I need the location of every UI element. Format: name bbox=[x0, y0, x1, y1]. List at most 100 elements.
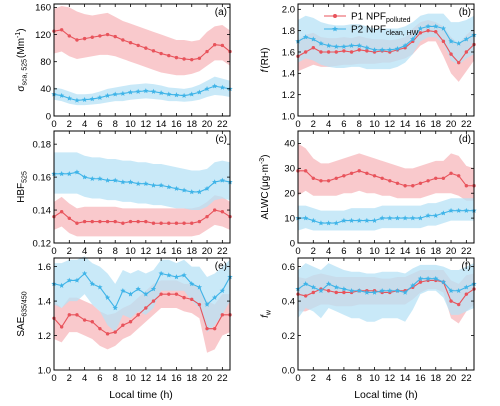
series-2-point bbox=[143, 180, 149, 186]
series-1-point bbox=[197, 56, 202, 61]
y-tick-label: 0.2 bbox=[282, 331, 295, 342]
series-2-point bbox=[166, 272, 172, 278]
x-tick-label: 4 bbox=[82, 119, 87, 130]
panel-f: 0 2 4 6 8 10 12 14 16 18 20 22 0.0 0.2 0.4 0.6 (f) fw bbox=[260, 257, 477, 384]
x-tick-label: 22 bbox=[461, 246, 472, 257]
series-1-point bbox=[98, 34, 102, 38]
series-1-point bbox=[365, 171, 369, 176]
series-1-point bbox=[174, 221, 179, 225]
y-tick-label: 80 bbox=[40, 57, 51, 68]
legend-swatch-marker bbox=[333, 14, 337, 18]
series-2-point bbox=[333, 284, 339, 290]
x-tick-label: 6 bbox=[97, 246, 102, 257]
series-1-point bbox=[167, 53, 171, 58]
series-2-point bbox=[74, 277, 80, 283]
series-2-point bbox=[364, 44, 370, 50]
series-2-point bbox=[448, 287, 454, 293]
series-1-point bbox=[136, 219, 140, 224]
series-2-point bbox=[120, 179, 126, 185]
series-2-point bbox=[394, 287, 401, 293]
series-1-point bbox=[113, 330, 117, 334]
series-1-point bbox=[121, 323, 125, 327]
x-tick-label: 14 bbox=[156, 373, 167, 384]
series-2-point bbox=[112, 177, 118, 183]
series-2-point bbox=[166, 184, 172, 190]
series-2-point bbox=[417, 215, 424, 221]
series-1-point bbox=[303, 169, 308, 173]
series-2-point bbox=[410, 36, 416, 42]
panel-c: 0 2 4 6 8 10 12 14 16 18 20 22 0.12 0.14 0.16 0.18 (c) HB… bbox=[16, 130, 233, 257]
series-2-point bbox=[356, 287, 362, 293]
series-1-point bbox=[319, 50, 323, 54]
series-2-point bbox=[112, 305, 118, 311]
x-tick-label: 18 bbox=[430, 246, 441, 257]
y-tick-label: 1.0 bbox=[282, 111, 295, 122]
series-2-point bbox=[425, 23, 431, 29]
series-2-point bbox=[97, 175, 103, 182]
series-2-point bbox=[173, 92, 180, 98]
series-1-point bbox=[434, 30, 438, 34]
x-tick-label: 0 bbox=[295, 373, 300, 384]
series-2-point bbox=[219, 287, 226, 293]
series-2-point bbox=[196, 89, 203, 95]
series-2-point bbox=[158, 90, 164, 96]
plot-frame bbox=[297, 257, 475, 371]
series-1-point bbox=[456, 302, 461, 307]
y-tick-label: 0 bbox=[290, 238, 295, 249]
series-1-point bbox=[311, 290, 316, 295]
x-tick-label: 12 bbox=[141, 373, 152, 384]
y-tick-label: 1.8 bbox=[282, 26, 295, 37]
series-1-point bbox=[113, 34, 117, 39]
series-2-point bbox=[417, 275, 424, 281]
y-tick-label: 0.0 bbox=[282, 365, 295, 376]
x-tick-label: 6 bbox=[341, 119, 346, 130]
series-1-point bbox=[449, 299, 453, 303]
series-2-point bbox=[173, 274, 180, 280]
series-1-point bbox=[349, 50, 354, 54]
series-2-point bbox=[456, 287, 462, 293]
series-1-point bbox=[159, 292, 163, 296]
series-2-point bbox=[440, 25, 447, 31]
x-tick-label: 6 bbox=[97, 373, 102, 384]
series-2-point bbox=[104, 92, 111, 98]
x-tick-label: 4 bbox=[326, 246, 331, 257]
series-1-point bbox=[395, 181, 400, 185]
series-2-point bbox=[448, 38, 454, 44]
series-2-point bbox=[371, 289, 378, 295]
series-2-point bbox=[433, 275, 439, 281]
y-tick-label: 160 bbox=[35, 3, 51, 14]
series-1-point bbox=[128, 219, 133, 224]
series-1-point bbox=[159, 221, 163, 225]
series-2-point bbox=[66, 95, 72, 101]
series-1-point bbox=[357, 169, 361, 173]
x-tick-label: 20 bbox=[202, 373, 213, 384]
series-2-point bbox=[302, 281, 309, 287]
series-1-point bbox=[105, 219, 110, 224]
series-1-point bbox=[174, 292, 179, 296]
series-1-point bbox=[380, 176, 384, 180]
series-1-point bbox=[319, 179, 323, 183]
series-1-point bbox=[144, 306, 148, 310]
series-1-point bbox=[441, 39, 446, 44]
series-1-point bbox=[136, 313, 140, 317]
series-2-point bbox=[127, 291, 134, 297]
series-2-point bbox=[66, 171, 72, 177]
x-tick-label: 0 bbox=[51, 373, 56, 384]
series-2-point bbox=[219, 84, 226, 90]
series-2-point bbox=[58, 282, 65, 288]
x-tick-label: 16 bbox=[415, 246, 426, 257]
x-tick-label: 12 bbox=[141, 119, 152, 130]
series-1-point bbox=[456, 60, 461, 65]
x-tick-label: 8 bbox=[113, 246, 118, 257]
x-tick-label: 22 bbox=[217, 246, 228, 257]
x-tick-label: 20 bbox=[446, 119, 457, 130]
panel-b: 0 2 4 6 8 10 12 14 16 18 20 22 1.0 1.2 1.4 1.6 1.8 2.0 (b)… bbox=[260, 3, 477, 130]
x-tick-label: 14 bbox=[400, 246, 411, 257]
series-1-point bbox=[67, 216, 72, 220]
series-2-point bbox=[81, 270, 88, 276]
x-tick-label: 14 bbox=[156, 246, 167, 257]
x-tick-label: 20 bbox=[202, 119, 213, 130]
series-2-point bbox=[74, 97, 80, 103]
series-1-point bbox=[59, 210, 64, 214]
